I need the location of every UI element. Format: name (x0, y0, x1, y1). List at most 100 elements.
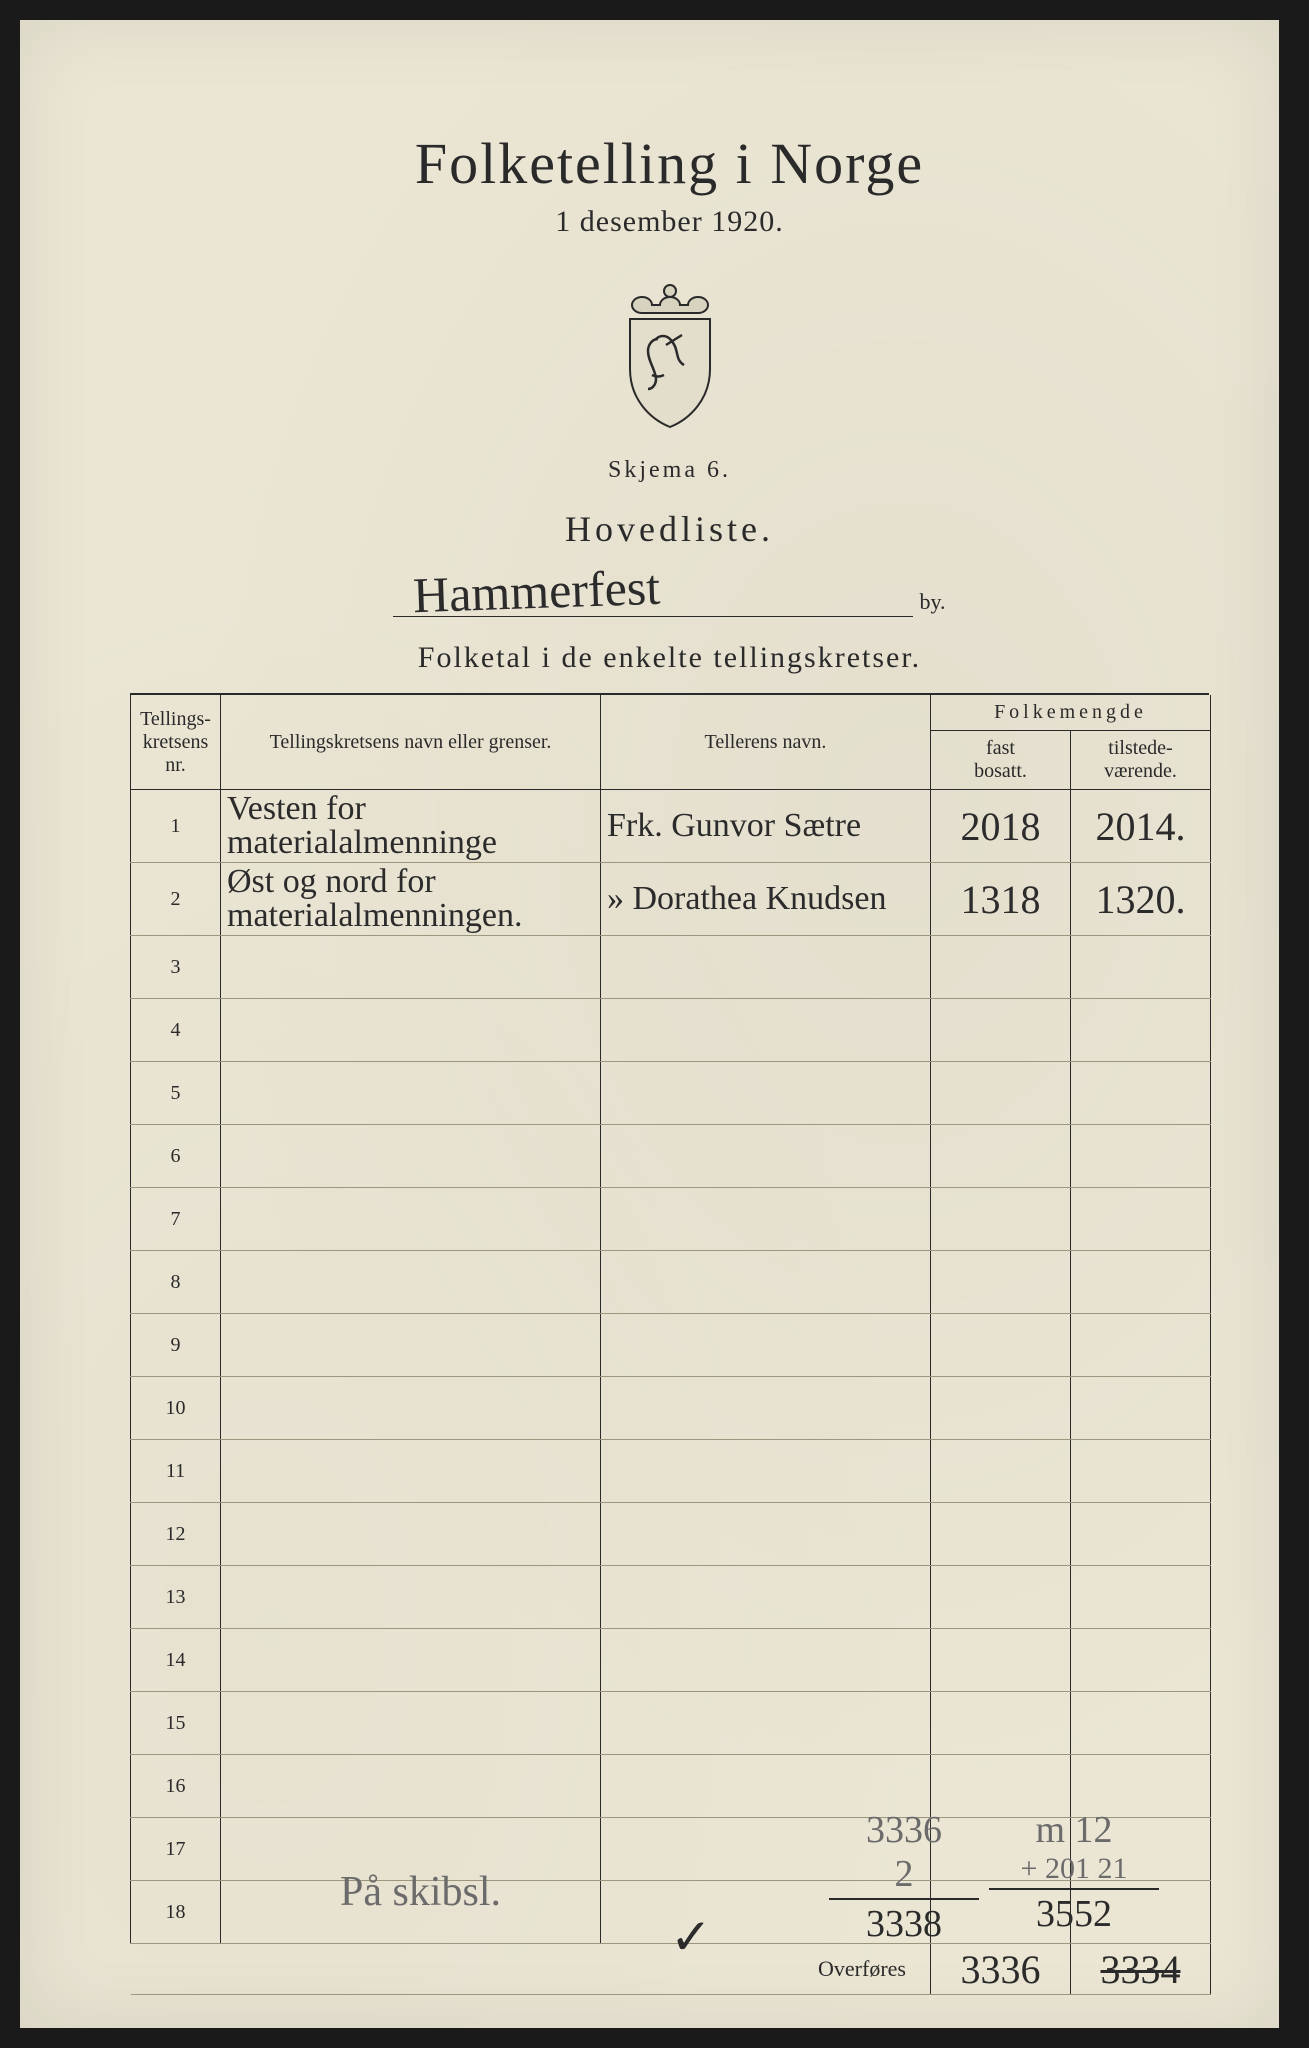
row-til (1071, 1188, 1211, 1251)
row-til (1071, 1314, 1211, 1377)
document-title: Folketelling i Norge (130, 130, 1209, 197)
table-row: 3 (131, 936, 1211, 999)
row-til (1071, 1125, 1211, 1188)
row-fast (931, 1314, 1071, 1377)
row-til (1071, 936, 1211, 999)
row-fast: 1318 (931, 863, 1071, 936)
row-navn: Vesten for materialalmenninge (221, 790, 601, 863)
row-nr: 17 (131, 1818, 221, 1881)
col-header-folkemengde: Folkemengde (931, 695, 1211, 731)
row-til (1071, 1692, 1211, 1755)
table-body: 1Vesten for materialalmenningeFrk. Gunvo… (131, 790, 1211, 1944)
row-nr: 14 (131, 1629, 221, 1692)
by-suffix: by. (919, 589, 945, 617)
row-nr: 9 (131, 1314, 221, 1377)
row-navn (221, 1251, 601, 1314)
footer-note: På skibsl. (340, 1868, 501, 1916)
col-header-navn: Tellingskretsens navn eller grenser. (221, 695, 601, 790)
row-teller (601, 1251, 931, 1314)
row-navn (221, 1125, 601, 1188)
row-til (1071, 1062, 1211, 1125)
row-nr: 3 (131, 936, 221, 999)
row-teller (601, 936, 931, 999)
section-heading: Folketal i de enkelte tellingskretser. (130, 641, 1209, 675)
row-teller: » Dorathea Knudsen (601, 863, 931, 936)
row-til: 1320. (1071, 863, 1211, 936)
row-fast (931, 1692, 1071, 1755)
row-fast (931, 1251, 1071, 1314)
row-til (1071, 999, 1211, 1062)
scratch-col-til: m 12 + 201 21 3552 (989, 1808, 1159, 1936)
row-navn (221, 936, 601, 999)
row-nr: 11 (131, 1440, 221, 1503)
row-navn (221, 1188, 601, 1251)
row-nr: 7 (131, 1188, 221, 1251)
hovedliste-label: Hovedliste. (130, 508, 1209, 550)
table-row: 7 (131, 1188, 1211, 1251)
row-til: 2014. (1071, 790, 1211, 863)
table-row: 10 (131, 1377, 1211, 1440)
row-fast (931, 1377, 1071, 1440)
col-header-nr: Tellings- kretsens nr. (131, 695, 221, 790)
coat-of-arms-icon (610, 279, 730, 429)
row-fast (931, 999, 1071, 1062)
row-fast (931, 1440, 1071, 1503)
row-navn: Øst og nord for materialalmenningen. (221, 863, 601, 936)
row-nr: 5 (131, 1062, 221, 1125)
row-fast (931, 1188, 1071, 1251)
row-teller (601, 1440, 931, 1503)
row-fast (931, 1125, 1071, 1188)
row-fast (931, 1629, 1071, 1692)
row-nr: 18 (131, 1881, 221, 1944)
row-til (1071, 1503, 1211, 1566)
table-row: 12 (131, 1503, 1211, 1566)
table-row: 2Øst og nord for materialalmenningen.» D… (131, 863, 1211, 936)
row-teller (601, 999, 931, 1062)
row-teller (601, 1629, 931, 1692)
row-teller (601, 1125, 931, 1188)
row-nr: 8 (131, 1251, 221, 1314)
row-navn (221, 1503, 601, 1566)
row-navn (221, 1062, 601, 1125)
row-navn (221, 1314, 601, 1377)
row-navn (221, 999, 601, 1062)
row-navn (221, 1440, 601, 1503)
table-row: 8 (131, 1251, 1211, 1314)
row-til (1071, 1566, 1211, 1629)
table-row: 14 (131, 1629, 1211, 1692)
city-handwritten: Hammerfest (413, 558, 662, 625)
row-fast (931, 1503, 1071, 1566)
table-row: 4 (131, 999, 1211, 1062)
col-header-teller: Tellerens navn. (601, 695, 931, 790)
row-til (1071, 1251, 1211, 1314)
row-teller (601, 1692, 931, 1755)
skjema-label: Skjema 6. (130, 457, 1209, 484)
row-nr: 1 (131, 790, 221, 863)
row-fast (931, 936, 1071, 999)
city-line: Hammerfest by. (130, 572, 1209, 617)
footer-scratch: På skibsl. ✓ 3336 2 3338 m 12 + 201 21 3… (340, 1808, 1189, 1988)
row-til (1071, 1629, 1211, 1692)
row-navn (221, 1377, 601, 1440)
row-nr: 16 (131, 1755, 221, 1818)
row-navn (221, 1692, 601, 1755)
document-subtitle: 1 desember 1920. (130, 205, 1209, 239)
row-nr: 2 (131, 863, 221, 936)
col-header-tilstede: tilstede- værende. (1071, 731, 1211, 790)
row-nr: 10 (131, 1377, 221, 1440)
row-til (1071, 1377, 1211, 1440)
scan-frame: Folketelling i Norge 1 desember 1920. Sk… (0, 0, 1309, 2048)
table-head: Tellings- kretsens nr. Tellingskretsens … (131, 695, 1211, 790)
row-til (1071, 1440, 1211, 1503)
table-row: 15 (131, 1692, 1211, 1755)
document-paper: Folketelling i Norge 1 desember 1920. Sk… (20, 20, 1279, 2028)
row-nr: 12 (131, 1503, 221, 1566)
row-teller (601, 1188, 931, 1251)
row-teller (601, 1062, 931, 1125)
table-row: 9 (131, 1314, 1211, 1377)
row-nr: 6 (131, 1125, 221, 1188)
row-nr: 13 (131, 1566, 221, 1629)
row-teller (601, 1314, 931, 1377)
check-mark-icon: ✓ (670, 1908, 712, 1966)
row-navn (221, 1629, 601, 1692)
